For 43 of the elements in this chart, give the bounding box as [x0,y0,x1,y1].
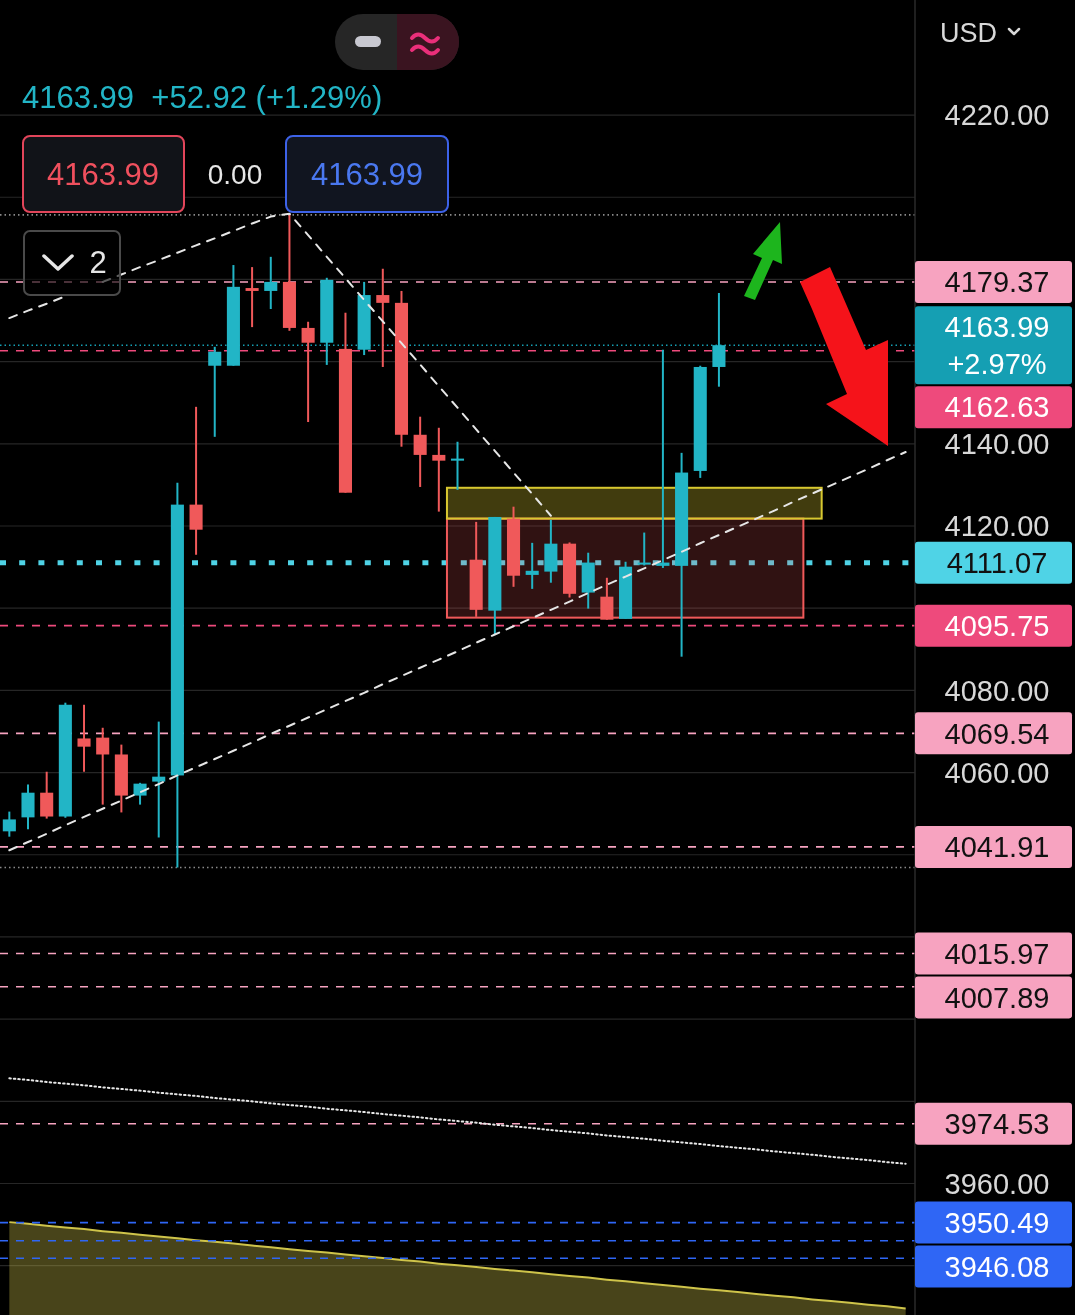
candlestick [376,267,390,368]
ref-line-label: 4179.37 [944,266,1050,299]
text: 4163.99 +52.92 (+1.29%) [22,79,383,115]
candlestick [96,726,110,806]
candlestick [432,426,446,513]
candlestick [413,415,427,488]
ref-line-label: 4015.97 [944,937,1050,970]
y-tick-label: 4060.00 [944,756,1050,789]
y-tick-label: 4120.00 [944,510,1050,543]
y-tick-label: 4080.00 [944,674,1050,707]
candlestick [450,440,465,491]
ref-line-label: 4041.91 [944,831,1050,864]
candlestick [525,541,539,590]
candlestick [152,720,166,839]
line-series [8,1077,907,1165]
line-series [8,451,907,852]
candlestick [40,770,54,820]
ref-line-label: 3974.53 [944,1107,1050,1140]
y-tick-label: 4220.00 [944,99,1050,132]
y-tick-label: 4140.00 [944,427,1050,460]
y-tick-label: 3960.00 [944,1167,1050,1200]
annotation: 0.00 [207,158,263,190]
candlestick [245,266,259,329]
candlestick [600,576,614,621]
candlestick [2,810,16,838]
candlestick [712,292,726,388]
annotation: 4163.99 [46,156,160,192]
ref-line-label: 4111.07 [946,546,1048,579]
candlestick [77,703,91,773]
ref-line-label: 3950.49 [944,1206,1050,1239]
ref-line-label: 4162.63 [944,391,1050,424]
candlestick [264,255,278,311]
ref-line-label: 4163.99 +2.97% [944,311,1050,380]
ref-line-label: 4007.89 [944,981,1050,1014]
ref-line-label: 3946.08 [944,1250,1050,1283]
annotation: 2 [89,244,107,280]
text: USD [940,18,998,49]
ref-line-label: 4069.54 [944,717,1050,750]
annotation: 4163.99 [310,156,424,192]
candlestick [208,345,222,438]
candlestick [301,320,315,424]
candlestick [637,531,651,567]
ref-line-label: 4095.75 [944,609,1050,642]
